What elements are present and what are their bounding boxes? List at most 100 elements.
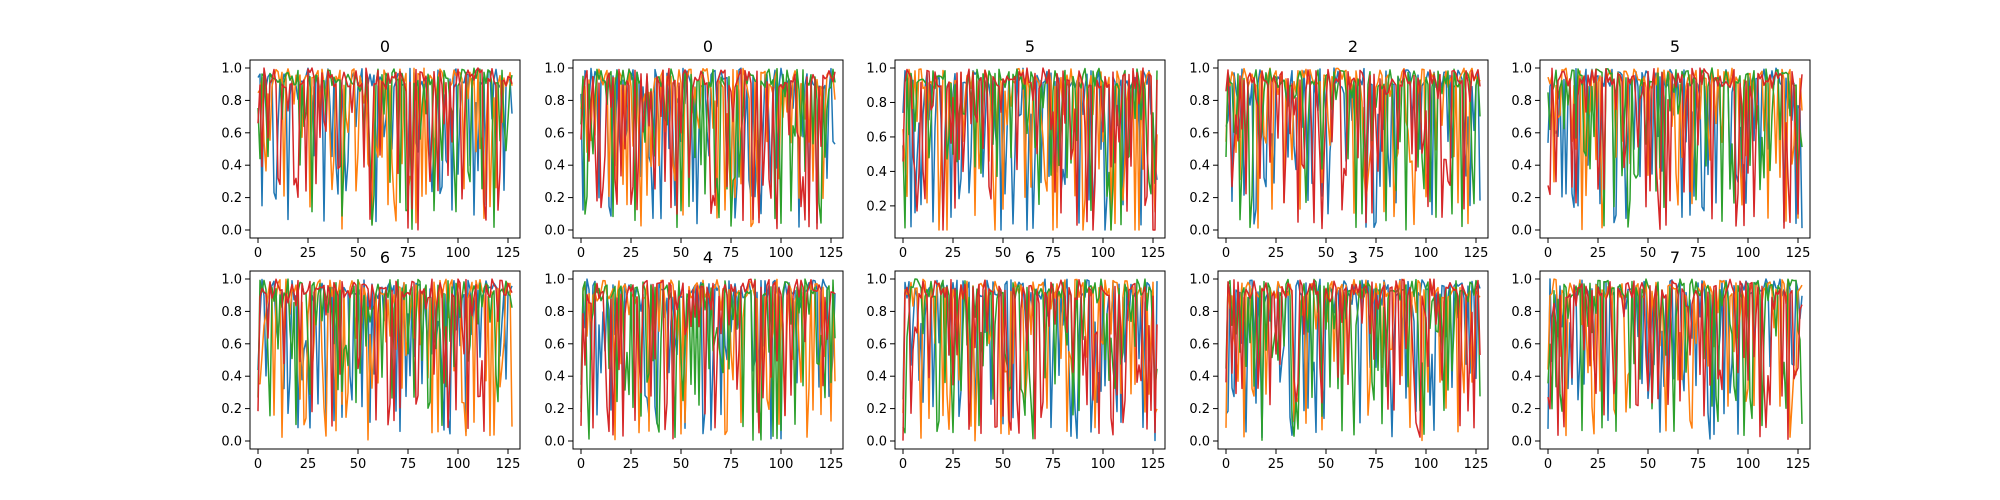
x-tick-label: 50: [1318, 246, 1335, 261]
x-tick-label: 25: [945, 246, 962, 261]
axes-frame: [572, 59, 844, 239]
x-tick-label: 50: [673, 246, 690, 261]
x-tick-label: 125: [819, 246, 844, 261]
y-tick-label: 1.0: [544, 62, 565, 77]
y-tick-label: 0.0: [544, 224, 565, 239]
x-tick-label: 75: [723, 457, 740, 472]
series-line-4: [902, 279, 1158, 441]
subplot-title: 4: [703, 248, 713, 267]
y-tick-label: 0.6: [1189, 337, 1210, 352]
axes-frame: [1539, 270, 1811, 450]
series-line-4: [1547, 278, 1803, 440]
subplot-title: 5: [1025, 37, 1035, 56]
y-tick-label: 1.0: [221, 62, 242, 77]
subplot-title: 2: [1348, 37, 1358, 56]
y-tick-label: 0.4: [866, 165, 887, 180]
y-tick-label: 0.4: [544, 370, 565, 385]
y-tick-label: 0.4: [1511, 159, 1532, 174]
x-tick-label: 50: [995, 246, 1012, 261]
series-line-2: [1547, 67, 1803, 231]
y-tick-label: 1.0: [1511, 62, 1532, 77]
y-tick-label: 0.6: [866, 130, 887, 145]
y-tick-label: 0.2: [1511, 402, 1532, 417]
x-tick-label: 50: [995, 457, 1012, 472]
y-tick-label: 1.0: [1189, 62, 1210, 77]
y-tick-label: 0.2: [1511, 191, 1532, 206]
series-line-4: [580, 278, 836, 440]
x-tick-label: 0: [1544, 246, 1552, 261]
y-tick-label: 0.8: [866, 305, 887, 320]
y-tick-label: 0.4: [221, 159, 242, 174]
axes-frame: [1217, 59, 1489, 239]
x-tick-label: 125: [1786, 246, 1811, 261]
subplot-title: 3: [1348, 248, 1358, 267]
x-tick-label: 100: [1736, 246, 1761, 261]
axes-frame: [249, 59, 521, 239]
x-tick-label: 25: [623, 246, 640, 261]
y-tick-label: 0.6: [544, 337, 565, 352]
y-tick-label: 0.4: [221, 370, 242, 385]
x-tick-label: 75: [1045, 246, 1062, 261]
x-tick-label: 125: [1464, 246, 1489, 261]
x-tick-label: 0: [577, 246, 585, 261]
x-tick-label: 100: [446, 457, 471, 472]
axes-frame: [894, 59, 1166, 239]
x-tick-label: 50: [1318, 457, 1335, 472]
x-tick-label: 75: [1368, 246, 1385, 261]
y-tick-label: 1.0: [866, 273, 887, 288]
y-tick-label: 0.8: [221, 94, 242, 109]
subplot-8: 3 0 25 50 75 100 125 0.0 0.2 0.4 0.6 0.8 1.0: [1189, 248, 1489, 472]
x-tick-label: 75: [1368, 457, 1385, 472]
x-tick-label: 100: [1091, 246, 1116, 261]
y-tick-label: 0.6: [1511, 126, 1532, 141]
x-tick-label: 125: [1464, 457, 1489, 472]
y-tick-label: 0.0: [544, 435, 565, 450]
subplot-5: 6 0 25 50 75 100 125 0.0 0.2 0.4 0.6 0.8 1.0: [221, 248, 521, 472]
y-tick-label: 0.2: [221, 402, 242, 417]
x-tick-label: 75: [723, 246, 740, 261]
subplot-3: 2 0 25 50 75 100 125 0.0 0.2 0.4 0.6 0.8 1.0: [1189, 37, 1489, 261]
x-tick-label: 25: [623, 457, 640, 472]
x-tick-label: 0: [1544, 457, 1552, 472]
subplot-9: 7 0 25 50 75 100 125 0.0 0.2 0.4 0.6 0.8 1.0: [1511, 248, 1811, 472]
y-tick-label: 1.0: [221, 273, 242, 288]
x-tick-label: 0: [1222, 457, 1230, 472]
series-line-2: [580, 67, 836, 228]
x-tick-label: 25: [300, 457, 317, 472]
y-tick-label: 0.0: [1189, 435, 1210, 450]
series-line-2: [257, 278, 513, 441]
y-tick-label: 0.2: [866, 199, 887, 214]
series-line-3: [257, 67, 513, 230]
y-tick-label: 0.0: [221, 435, 242, 450]
x-tick-label: 75: [1690, 246, 1707, 261]
y-tick-label: 0.0: [1511, 435, 1532, 450]
x-tick-label: 50: [350, 457, 367, 472]
y-tick-label: 1.0: [1511, 273, 1532, 288]
y-tick-label: 0.0: [866, 435, 887, 450]
axes-frame: [249, 270, 521, 450]
y-tick-label: 0.4: [1511, 370, 1532, 385]
x-tick-label: 0: [577, 457, 585, 472]
series-line-3: [902, 278, 1158, 440]
x-tick-label: 100: [1736, 457, 1761, 472]
subplot-title: 7: [1670, 248, 1680, 267]
y-tick-label: 1.0: [544, 273, 565, 288]
y-tick-label: 0.6: [221, 337, 242, 352]
x-tick-label: 125: [496, 457, 521, 472]
y-tick-label: 0.8: [866, 96, 887, 111]
x-tick-label: 0: [254, 246, 262, 261]
y-tick-label: 0.4: [1189, 370, 1210, 385]
y-tick-label: 0.6: [221, 126, 242, 141]
x-tick-label: 0: [1222, 246, 1230, 261]
subplot-title: 0: [703, 37, 713, 56]
x-tick-label: 50: [1640, 457, 1657, 472]
y-tick-label: 0.2: [1189, 191, 1210, 206]
series-line-3: [1225, 278, 1481, 441]
x-tick-label: 75: [400, 457, 417, 472]
y-tick-label: 0.8: [544, 305, 565, 320]
y-tick-label: 1.0: [866, 62, 887, 77]
x-tick-label: 75: [400, 246, 417, 261]
